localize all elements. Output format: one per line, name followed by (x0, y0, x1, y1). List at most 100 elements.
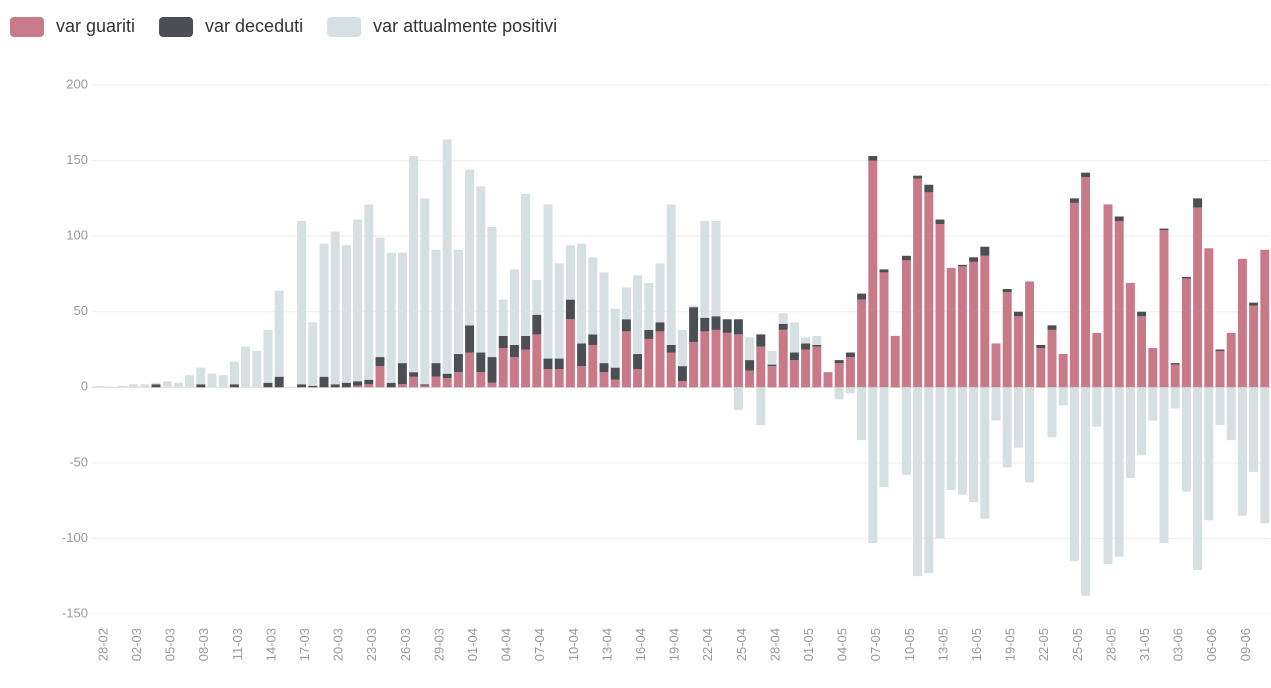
bar (969, 257, 979, 262)
bar (151, 384, 161, 388)
x-tick-label: 06-06 (1204, 628, 1219, 661)
bar (1036, 347, 1046, 388)
bar (868, 387, 878, 543)
x-tick-label: 16-05 (969, 628, 984, 661)
x-tick-label: 20-03 (331, 628, 346, 661)
bar (1069, 202, 1079, 388)
bar (1081, 387, 1091, 596)
bar (969, 387, 979, 503)
x-tick-label: 26-03 (398, 628, 413, 661)
bar (1249, 305, 1259, 388)
bar (823, 372, 833, 388)
bar (341, 245, 351, 383)
bar (532, 279, 542, 315)
bar (1215, 349, 1225, 352)
bar (509, 344, 519, 358)
bar (1181, 387, 1191, 492)
x-tick-label: 13-05 (935, 628, 950, 661)
x-tick-label: 14-03 (263, 628, 278, 661)
bar (532, 334, 542, 388)
bar (801, 337, 811, 344)
bar (577, 366, 587, 388)
bar (565, 319, 575, 388)
bar (565, 299, 575, 320)
bar (767, 364, 777, 367)
bar (1204, 248, 1214, 388)
bar (789, 352, 799, 361)
bar (1025, 387, 1035, 483)
bar (666, 352, 676, 388)
bar (375, 237, 385, 358)
bar (543, 369, 553, 388)
bar (1103, 387, 1113, 565)
x-tick-label: 16-04 (633, 628, 648, 661)
bar (1002, 289, 1012, 293)
bar (801, 343, 811, 350)
legend-swatch (159, 17, 194, 37)
x-tick-label: 02-03 (129, 628, 144, 661)
bar (677, 329, 687, 367)
bar (610, 379, 620, 388)
bar (397, 384, 407, 388)
x-tick-label: 10-04 (566, 628, 581, 661)
bar (924, 184, 934, 193)
bar (353, 381, 363, 386)
bar (745, 370, 755, 388)
bar (733, 387, 743, 410)
bar (330, 231, 340, 385)
bar (498, 299, 508, 336)
bar (375, 357, 385, 367)
bar (845, 357, 855, 388)
bar (1013, 316, 1023, 388)
bar (621, 287, 631, 320)
x-tick-label: 01-05 (801, 628, 816, 661)
bar (868, 160, 878, 388)
bar (487, 227, 497, 358)
bar (554, 369, 564, 388)
x-tick-label: 11-03 (230, 628, 245, 660)
bar (1081, 177, 1091, 388)
bar (935, 387, 945, 539)
bar (1260, 249, 1270, 388)
bar (1148, 387, 1158, 421)
bar (1159, 387, 1169, 543)
bar (420, 198, 430, 385)
y-tick-label: 150 (66, 152, 88, 167)
bar (577, 343, 587, 367)
bar (1025, 281, 1035, 388)
bar (857, 387, 867, 441)
bar (879, 387, 889, 488)
bar (980, 255, 990, 388)
x-tick-label: 22-05 (1036, 628, 1051, 661)
bar (812, 344, 822, 347)
bar (1137, 311, 1147, 317)
bar (341, 382, 351, 388)
y-tick-label: 50 (74, 303, 88, 318)
bar (353, 385, 363, 388)
bar (453, 354, 463, 373)
bar (845, 387, 855, 394)
x-tick-label: 13-04 (599, 628, 614, 661)
bar (1125, 387, 1135, 478)
bar (1170, 387, 1180, 409)
bar (364, 204, 374, 380)
x-tick-label: 04-04 (499, 628, 514, 661)
bar (980, 387, 990, 519)
bar (655, 331, 665, 388)
bar (465, 169, 475, 326)
bar (1148, 347, 1158, 388)
bar (509, 357, 519, 388)
legend-swatch (327, 17, 362, 37)
bar (633, 369, 643, 388)
bar (1215, 387, 1225, 426)
bar (1036, 344, 1046, 348)
bar (1170, 363, 1180, 365)
bar (1069, 387, 1079, 562)
bar (386, 382, 396, 388)
bar (1092, 387, 1102, 427)
x-tick-label: 23-03 (364, 628, 379, 661)
bar (711, 329, 721, 388)
bar (1193, 207, 1203, 388)
bar (229, 361, 239, 385)
